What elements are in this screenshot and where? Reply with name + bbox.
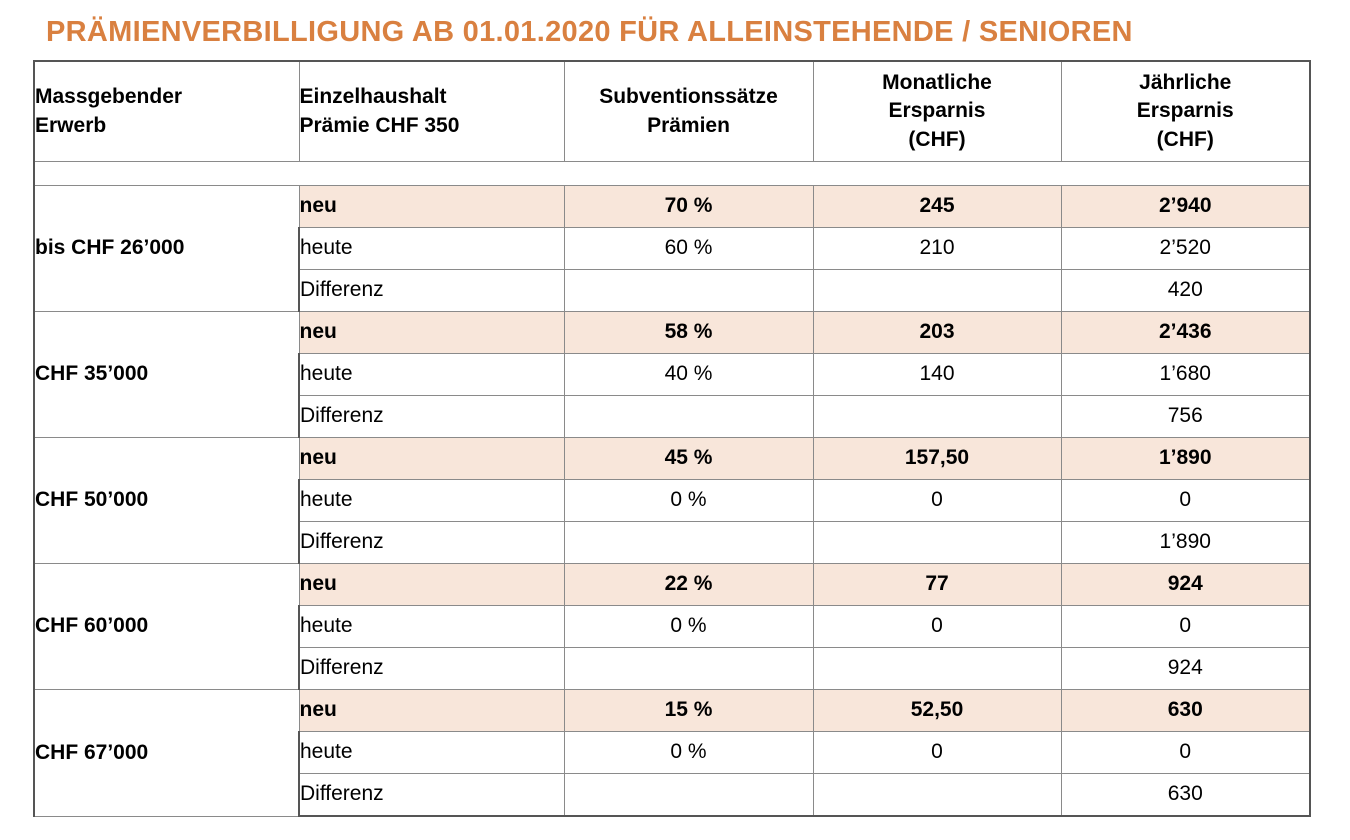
premium-table: Massgebender Erwerb Einzelhaushalt Prämi… [33, 60, 1311, 817]
header-household: Einzelhaushalt Prämie CHF 350 [298, 60, 565, 162]
yearly-savings-cell: 0 [1060, 479, 1311, 522]
yearly-savings-cell: 630 [1060, 689, 1311, 732]
rate-cell: 0 % [563, 479, 814, 522]
yearly-savings-cell: 924 [1060, 647, 1311, 690]
table-row: CHF 35’000 neu 58 % 203 2’436 [33, 311, 1311, 438]
row-label-cell: heute [298, 731, 565, 774]
yearly-savings-cell: 2’520 [1060, 227, 1311, 270]
spacer-row [33, 161, 1311, 186]
header-income: Massgebender Erwerb [33, 60, 300, 162]
row-label-cell: neu [298, 311, 565, 354]
yearly-savings-cell: 420 [1060, 269, 1311, 312]
row-label-cell: heute [298, 605, 565, 648]
table-row: heute 0 % 0 0 [34, 731, 1311, 774]
table-row: Differenz 924 [34, 647, 1311, 690]
table-row: heute 40 % 140 1’680 [34, 353, 1311, 396]
monthly-savings-cell: 0 [812, 731, 1062, 774]
yearly-savings-cell: 1’680 [1060, 353, 1311, 396]
rate-cell: 60 % [563, 227, 814, 270]
monthly-savings-cell [812, 269, 1062, 312]
monthly-savings-cell: 210 [812, 227, 1062, 270]
row-label-cell: heute [298, 353, 565, 396]
rate-cell: 45 % [563, 437, 814, 480]
rate-cell: 0 % [563, 731, 814, 774]
monthly-savings-cell: 52,50 [812, 689, 1062, 732]
table-row: heute 60 % 210 2’520 [34, 227, 1311, 270]
yearly-savings-cell: 0 [1060, 605, 1311, 648]
row-label-cell: heute [298, 227, 565, 270]
table-row: Differenz 756 [34, 395, 1311, 438]
rate-cell [563, 647, 814, 690]
yearly-savings-cell: 756 [1060, 395, 1311, 438]
rate-cell: 15 % [563, 689, 814, 732]
row-label-cell: neu [298, 185, 565, 228]
row-label-cell: Differenz [298, 521, 565, 564]
monthly-savings-cell: 245 [812, 185, 1062, 228]
row-label-cell: Differenz [298, 773, 565, 817]
income-cell: CHF 50’000 [33, 437, 300, 564]
yearly-savings-cell: 0 [1060, 731, 1311, 774]
rate-cell [563, 269, 814, 312]
yearly-savings-cell: 2’940 [1060, 185, 1311, 228]
rate-cell: 40 % [563, 353, 814, 396]
table-row: Differenz 630 [34, 773, 1311, 817]
monthly-savings-cell: 203 [812, 311, 1062, 354]
monthly-savings-cell [812, 773, 1062, 817]
monthly-savings-cell: 77 [812, 563, 1062, 606]
table-row: heute 0 % 0 0 [34, 479, 1311, 522]
income-cell: bis CHF 26’000 [33, 185, 300, 312]
header-rates: Subventionssätze Prämien [563, 60, 814, 162]
monthly-savings-cell [812, 521, 1062, 564]
table-row: CHF 67’000 neu 15 % 52,50 630 [33, 689, 1311, 817]
monthly-savings-cell [812, 647, 1062, 690]
table-row: CHF 60’000 neu 22 % 77 924 [33, 563, 1311, 690]
table-row: bis CHF 26’000 neu 70 % 245 2’940 [33, 185, 1311, 312]
header-monthly: Monatliche Ersparnis (CHF) [812, 60, 1062, 162]
rate-cell: 70 % [563, 185, 814, 228]
monthly-savings-cell: 140 [812, 353, 1062, 396]
row-label-cell: Differenz [298, 647, 565, 690]
yearly-savings-cell: 2’436 [1060, 311, 1311, 354]
row-label-cell: neu [298, 689, 565, 732]
row-label-cell: Differenz [298, 269, 565, 312]
monthly-savings-cell: 0 [812, 479, 1062, 522]
header-row: Massgebender Erwerb Einzelhaushalt Prämi… [33, 60, 1311, 162]
monthly-savings-cell [812, 395, 1062, 438]
yearly-savings-cell: 1’890 [1060, 437, 1311, 480]
yearly-savings-cell: 924 [1060, 563, 1311, 606]
table-row: heute 0 % 0 0 [34, 605, 1311, 648]
row-label-cell: neu [298, 563, 565, 606]
rate-cell: 58 % [563, 311, 814, 354]
yearly-savings-cell: 630 [1060, 773, 1311, 817]
row-label-cell: neu [298, 437, 565, 480]
table-row: Differenz 1’890 [34, 521, 1311, 564]
page-title: PRÄMIENVERBILLIGUNG AB 01.01.2020 FÜR AL… [46, 16, 1133, 48]
header-yearly: Jährliche Ersparnis (CHF) [1060, 60, 1311, 162]
income-cell: CHF 35’000 [33, 311, 300, 438]
rate-cell: 22 % [563, 563, 814, 606]
rate-cell [563, 395, 814, 438]
income-cell: CHF 60’000 [33, 563, 300, 690]
rate-cell: 0 % [563, 605, 814, 648]
table-row: Differenz 420 [34, 269, 1311, 312]
row-label-cell: heute [298, 479, 565, 522]
monthly-savings-cell: 0 [812, 605, 1062, 648]
monthly-savings-cell: 157,50 [812, 437, 1062, 480]
row-label-cell: Differenz [298, 395, 565, 438]
rate-cell [563, 773, 814, 817]
yearly-savings-cell: 1’890 [1060, 521, 1311, 564]
rate-cell [563, 521, 814, 564]
income-cell: CHF 67’000 [33, 689, 300, 817]
table-row: CHF 50’000 neu 45 % 157,50 1’890 [33, 437, 1311, 564]
